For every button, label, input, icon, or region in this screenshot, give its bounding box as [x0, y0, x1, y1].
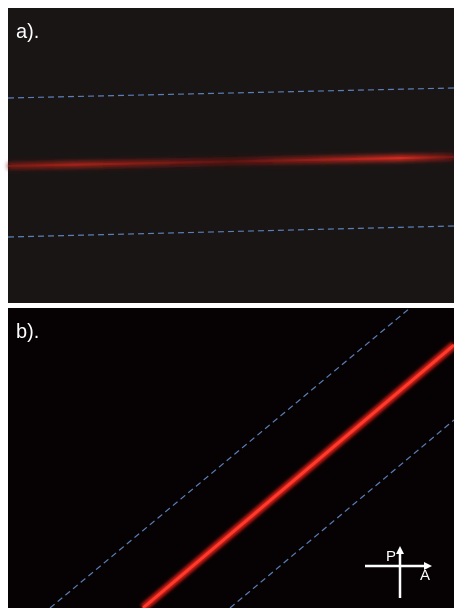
panel-a: a).: [8, 8, 454, 303]
panel-label: b).: [16, 321, 39, 343]
panel-b: b). P A: [8, 308, 454, 608]
analyzer-label: A: [420, 567, 430, 584]
panel-label: a).: [16, 21, 39, 43]
figure: a). b). P A: [0, 0, 454, 608]
polarizer-label: P: [386, 548, 396, 565]
